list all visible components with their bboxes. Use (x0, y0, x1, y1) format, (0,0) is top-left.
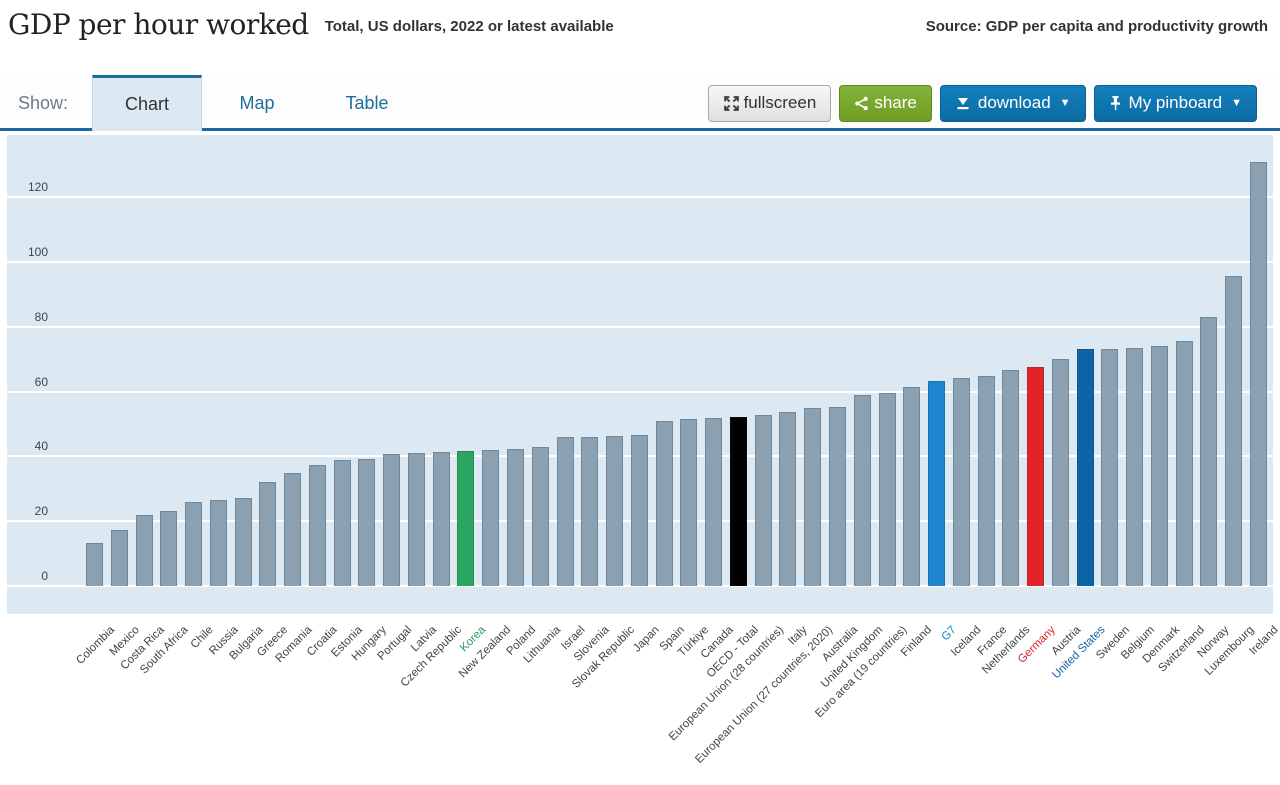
caret-down-icon: ▼ (1231, 96, 1242, 109)
bar-colombia[interactable] (86, 543, 103, 586)
bar-united-states[interactable] (1076, 349, 1094, 586)
pushpin-icon (1109, 95, 1122, 111)
bar-chile[interactable] (185, 502, 203, 586)
bar-united-kingdom[interactable] (853, 395, 871, 586)
fullscreen-button[interactable]: fullscreen (707, 84, 832, 122)
bar-spain[interactable] (655, 420, 673, 586)
bar-norway[interactable] (1200, 316, 1218, 586)
toolbar-underline (0, 128, 1280, 131)
toolbar-buttons: fullscreen share download ▼ (707, 75, 1280, 131)
bar-slovak-republic[interactable] (606, 435, 624, 586)
bar-czech-republic[interactable] (432, 452, 450, 586)
bar-poland[interactable] (507, 448, 525, 586)
tab-table-label: Table (345, 92, 389, 113)
bar-korea[interactable] (457, 451, 475, 586)
tab-chart[interactable]: Chart (92, 75, 203, 131)
chart-canvas: 0 20 40 60 80 100 120 (7, 135, 1273, 614)
share-button-label: share (874, 93, 917, 112)
bar-latvia[interactable] (407, 453, 425, 586)
bar-oecd-total[interactable] (729, 416, 747, 586)
y-gridline (7, 325, 1273, 328)
bar-bulgaria[interactable] (234, 497, 252, 586)
tab-map[interactable]: Map (202, 75, 312, 131)
bar-euro-area-19-countries[interactable] (878, 392, 896, 586)
tab-map-label: Map (239, 92, 275, 113)
x-axis-labels: Colombia Mexico Costa Rica South Africa Chil… (7, 614, 1280, 785)
caret-down-icon: ▼ (1059, 96, 1071, 109)
bar-russia[interactable] (209, 500, 227, 586)
bar-greece[interactable] (259, 481, 277, 586)
bar-south-africa[interactable] (160, 510, 178, 586)
bar-france[interactable] (977, 376, 995, 586)
y-tick-label: 60 (34, 374, 48, 389)
plot-area (86, 135, 1267, 586)
bar-israel[interactable] (556, 437, 574, 586)
bar-new-zealand[interactable] (482, 450, 500, 586)
fullscreen-button-label: fullscreen (743, 93, 817, 112)
y-gridline (7, 585, 1273, 587)
bar-costa-rica[interactable] (135, 514, 153, 586)
bar-portugal[interactable] (383, 454, 401, 586)
y-tick-label: 80 (34, 309, 48, 324)
bar-g7[interactable] (928, 380, 946, 586)
bar-germany[interactable] (1027, 366, 1045, 586)
bar-slovenia[interactable] (581, 436, 599, 586)
bar-japan[interactable] (630, 434, 648, 586)
pinboard-button-label: My pinboard (1128, 93, 1223, 112)
chart-subtitle: Total, US dollars, 2022 or latest availa… (324, 18, 614, 35)
x-axis-label: Japan (631, 624, 662, 655)
y-gridline (7, 390, 1273, 393)
y-tick-label: 100 (27, 245, 48, 259)
bar-european-union-28-countries[interactable] (754, 414, 772, 586)
bar-austria[interactable] (1051, 358, 1069, 586)
bar-iceland[interactable] (952, 377, 970, 586)
bar-denmark[interactable] (1150, 345, 1168, 586)
bar-european-union-27-countries-2020[interactable] (804, 408, 822, 586)
show-label: Show: (18, 92, 69, 113)
bar-lithuania[interactable] (531, 446, 549, 586)
bar-netherlands[interactable] (1002, 369, 1020, 586)
bar-canada[interactable] (705, 417, 723, 586)
y-tick-label: 20 (34, 504, 48, 519)
bar-finland[interactable] (903, 387, 921, 586)
bar-estonia[interactable] (333, 460, 351, 586)
download-button-label: download (977, 93, 1051, 112)
bar-ireland[interactable] (1249, 161, 1267, 586)
tab-chart-label: Chart (125, 94, 170, 114)
download-arrow-icon (955, 96, 971, 111)
y-tick-label: 40 (34, 439, 48, 454)
y-gridline (7, 196, 1273, 199)
download-button[interactable]: download ▼ (939, 84, 1086, 122)
bar-mexico[interactable] (110, 529, 128, 586)
x-axis-label: G7 (939, 624, 959, 644)
y-tick-label: 0 (41, 569, 48, 583)
bar-luxembourg[interactable] (1225, 275, 1243, 586)
bar-hungary[interactable] (358, 458, 376, 586)
y-gridline (7, 261, 1273, 263)
bar-australia[interactable] (828, 407, 846, 586)
bar-t-rkiye[interactable] (680, 419, 698, 586)
bar-sweden[interactable] (1101, 349, 1119, 586)
chart-title: GDP per hour worked (8, 8, 309, 41)
toolbar: Show: Chart Map Table fullscreen (0, 75, 1280, 131)
bar-italy[interactable] (779, 412, 797, 586)
bar-switzerland[interactable] (1175, 341, 1193, 586)
y-tick-label: 120 (27, 180, 48, 195)
pinboard-button[interactable]: My pinboard ▼ (1093, 84, 1257, 122)
chart-source: Source: GDP per capita and productivity … (925, 18, 1268, 35)
page-header: GDP per hour worked Total, US dollars, 2… (0, 0, 1280, 75)
share-button[interactable]: share (839, 84, 932, 122)
bar-croatia[interactable] (308, 465, 326, 586)
expand-arrows-icon (723, 95, 740, 112)
tab-table[interactable]: Table (312, 75, 422, 131)
bar-romania[interactable] (284, 473, 302, 586)
bar-belgium[interactable] (1126, 347, 1144, 586)
share-nodes-icon (854, 96, 869, 111)
